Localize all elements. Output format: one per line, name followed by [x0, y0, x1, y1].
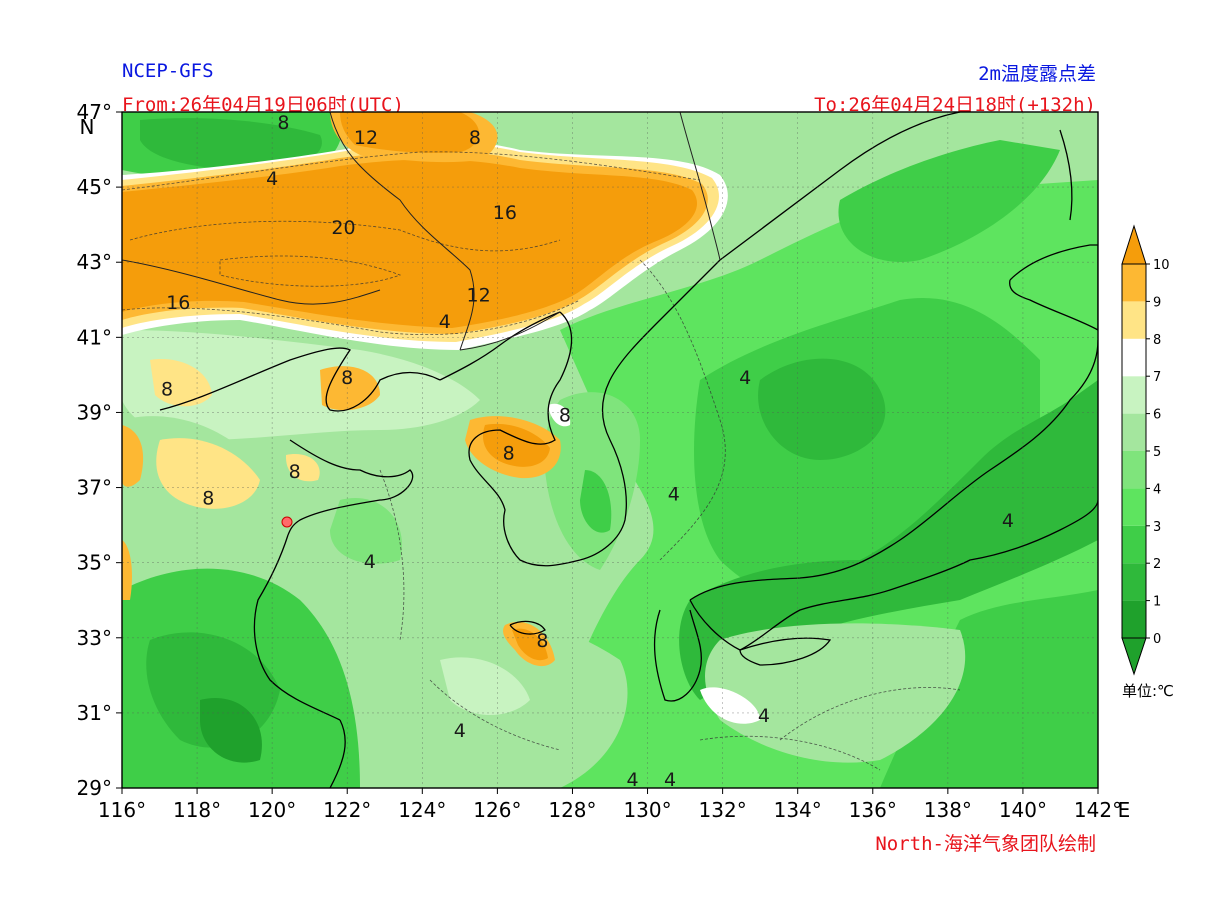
contour-label: 4	[758, 705, 770, 727]
y-tick-label: 33°	[77, 626, 112, 650]
x-tick-label: 130°	[623, 798, 671, 822]
contour-labels: 8 12 8 4 20 16 16 12 4 8 4 8 8 8 8 8 4 4 4 8 4 4 4 4	[161, 112, 1014, 791]
colorbar-segment	[1122, 563, 1146, 601]
x-tick-label: 142°	[1074, 798, 1122, 822]
x-tick-label: 122°	[323, 798, 371, 822]
colorbar-extend-high	[1121, 224, 1147, 265]
contour-label: 4	[739, 367, 751, 389]
colorbar-segment	[1122, 338, 1146, 377]
y-tick-label: 39°	[77, 400, 112, 424]
contour-label: 12	[354, 127, 378, 149]
contour-label: 8	[536, 630, 548, 652]
x-tick-label: 140°	[999, 798, 1047, 822]
x-tick-label: 118°	[173, 798, 221, 822]
colorbar-tick-label: 4	[1153, 482, 1161, 497]
colorbar-tick-label: 0	[1153, 632, 1161, 647]
contour-label: 8	[559, 405, 571, 427]
y-tick-label: 43°	[77, 250, 112, 274]
contour-label: 16	[493, 202, 517, 224]
x-tick-label: 124°	[398, 798, 446, 822]
colorbar-extend-low	[1121, 637, 1147, 676]
colorbar-tick-label: 10	[1153, 258, 1170, 273]
y-tick-label: 41°	[77, 325, 112, 349]
x-axis-letter: E	[1118, 798, 1131, 822]
contour-label: 4	[439, 311, 451, 333]
x-tick-label: 134°	[774, 798, 822, 822]
contour-label: 8	[341, 367, 353, 389]
colorbar-tick-label: 9	[1153, 295, 1161, 310]
contour-label: 8	[503, 442, 515, 464]
x-tick-label: 120°	[248, 798, 296, 822]
x-tick-label: 126°	[473, 798, 521, 822]
contour-label: 4	[266, 168, 278, 190]
contour-label: 8	[469, 127, 481, 149]
axes: 116° 118° 120° 122° 124° 126° 128° 130° 132° 134°…	[77, 100, 1131, 822]
contour-label: 4	[1002, 510, 1014, 532]
contour-label: 4	[364, 551, 376, 573]
credit-text: North-海洋气象团队绘制	[875, 833, 1096, 855]
x-tick-label: 116°	[98, 798, 146, 822]
y-axis-letter: N	[80, 115, 95, 139]
coastlines	[159, 112, 1098, 788]
colorbar: 0 1 2 3 4 5 6 7 8 9 10	[1121, 224, 1170, 676]
colorbar-segment	[1122, 264, 1146, 302]
contour-label: 4	[626, 769, 638, 791]
colorbar-segment	[1122, 600, 1146, 638]
map-plot-area: 8 12 8 4 20 16 16 12 4 8 4 8 8 8 8 8 4 4 4 8 4 4 4 4	[122, 112, 1098, 791]
colorbar-tick-label: 7	[1153, 370, 1161, 385]
contour-label: 8	[202, 487, 214, 509]
contour-label: 16	[166, 292, 190, 314]
location-marker	[281, 516, 293, 528]
contour-label: 12	[467, 285, 491, 307]
colorbar-tick-label: 8	[1153, 333, 1161, 348]
colorbar-unit-label: 单位:℃	[1122, 682, 1174, 700]
contour-lines	[122, 151, 961, 771]
contour-label: 4	[664, 769, 676, 791]
colorbar-tick-label: 6	[1153, 408, 1161, 423]
country-borders	[122, 112, 721, 351]
y-tick-label: 35°	[77, 551, 112, 575]
plot-frame	[121, 111, 1099, 789]
model-name: NCEP-GFS	[122, 60, 214, 82]
colorbar-segment	[1122, 451, 1146, 489]
contour-label: 8	[277, 112, 289, 134]
forecast-start-time: From:26年04月19日06时(UTC)	[122, 94, 404, 116]
colorbar-tick-label: 5	[1153, 445, 1161, 460]
colorbar-segment	[1122, 488, 1146, 526]
variable-title: 2m温度露点差	[978, 63, 1096, 85]
x-tick-label: 128°	[548, 798, 596, 822]
forecast-end-time: To:26年04月24日18时(+132h)	[814, 94, 1096, 116]
colorbar-segment	[1122, 525, 1146, 564]
contour-label: 4	[668, 484, 680, 506]
colorbar-segment	[1122, 301, 1146, 339]
contour-label: 8	[289, 461, 301, 483]
contour-label: 8	[161, 378, 173, 400]
colorbar-segment	[1122, 376, 1146, 414]
contour-label: 4	[454, 720, 466, 742]
x-tick-label: 138°	[924, 798, 972, 822]
x-tick-label: 136°	[849, 798, 897, 822]
colorbar-segment	[1122, 413, 1146, 451]
y-tick-label: 37°	[77, 476, 112, 500]
colorbar-tick-label: 2	[1153, 557, 1161, 572]
colorbar-tick-label: 1	[1153, 595, 1161, 610]
y-tick-label: 29°	[77, 776, 112, 800]
contour-label: 20	[331, 217, 355, 239]
x-tick-label: 132°	[699, 798, 747, 822]
colorbar-tick-label: 3	[1153, 520, 1161, 535]
y-tick-label: 45°	[77, 175, 112, 199]
y-tick-label: 31°	[77, 701, 112, 725]
y-tick-label: 47°	[77, 100, 112, 124]
